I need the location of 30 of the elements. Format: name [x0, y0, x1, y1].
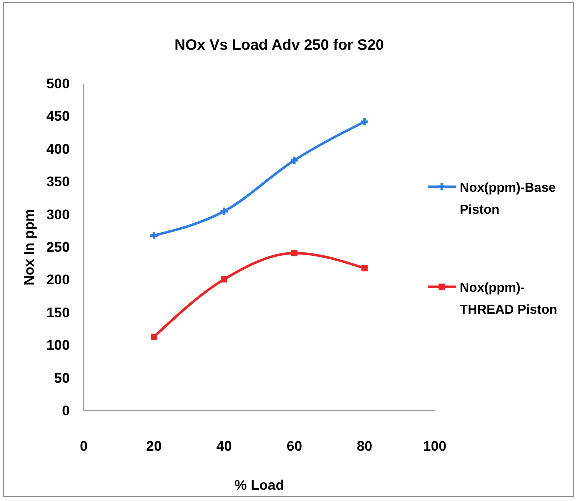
- y-tick-label: 100: [46, 337, 70, 354]
- legend-label: Nox(ppm)-Base Piston: [460, 180, 556, 217]
- y-tick-label: 200: [46, 272, 70, 288]
- x-tick-label: 40: [216, 438, 232, 454]
- chart-title: NOx Vs Load Adv 250 for S20: [174, 37, 384, 54]
- x-tick-label: 80: [357, 438, 373, 454]
- x-tick-label: 0: [80, 438, 88, 454]
- y-tick-label: 300: [46, 206, 70, 222]
- y-tick-label: 350: [46, 174, 70, 190]
- x-tick-label: 100: [423, 438, 447, 454]
- y-tick-label: 50: [54, 370, 70, 386]
- point: [362, 265, 368, 272]
- legend-label: Nox(ppm)-THREAD Piston: [460, 280, 558, 317]
- point: [220, 208, 228, 216]
- y-tick-label: 0: [62, 402, 70, 418]
- y-tick-label: 400: [46, 140, 70, 157]
- y-axis-title: Nox In ppm: [21, 209, 37, 286]
- x-tick-label: 20: [146, 438, 162, 454]
- y-tick-label: 250: [46, 238, 70, 255]
- point: [291, 250, 298, 257]
- y-tick-label: 150: [46, 304, 70, 320]
- point: [150, 232, 158, 240]
- y-tick-label: 450: [46, 108, 70, 124]
- y-tick-label: 500: [46, 75, 70, 92]
- point: [221, 276, 228, 283]
- x-axis-title: % Load: [234, 477, 284, 493]
- point: [361, 118, 368, 126]
- x-tick-label: 60: [286, 438, 303, 454]
- point: [151, 334, 158, 340]
- point: [290, 156, 298, 164]
